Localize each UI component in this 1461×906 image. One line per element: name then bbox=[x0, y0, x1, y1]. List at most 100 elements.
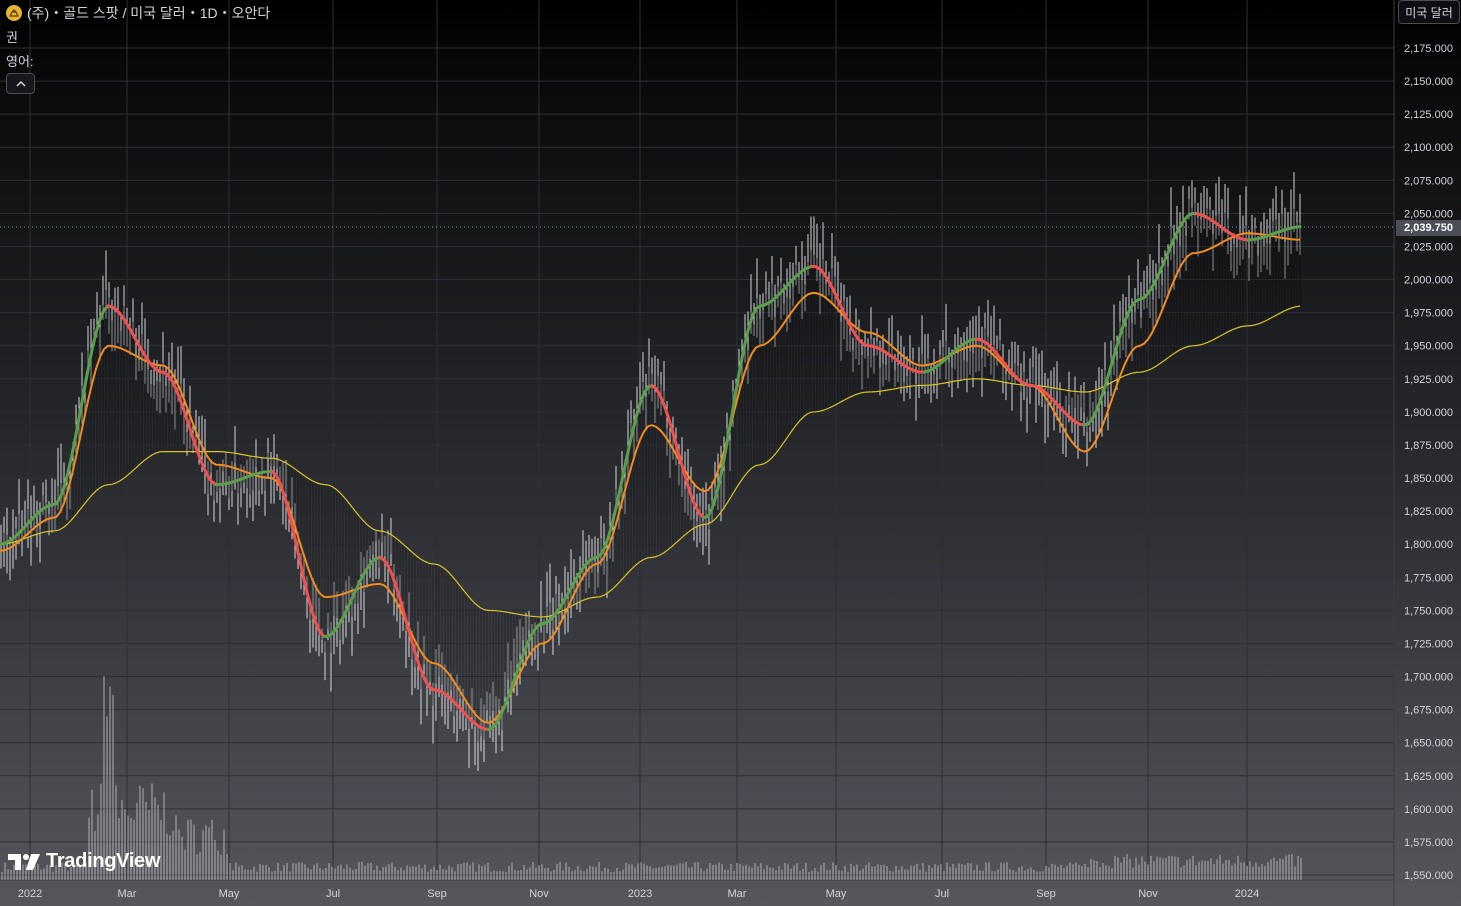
y-tick-label: 2,150.000 bbox=[1404, 76, 1453, 88]
ema-fast-segment bbox=[418, 666, 426, 680]
ema-mid-line bbox=[0, 232, 1301, 724]
logo-text: TradingView bbox=[46, 850, 161, 872]
ema-fast-segment bbox=[1162, 251, 1170, 264]
ema-fast-segment bbox=[638, 391, 646, 406]
x-tick-label: Sep bbox=[1036, 888, 1056, 900]
ema-fast-segment bbox=[346, 596, 354, 609]
ema-fast-segment bbox=[1118, 322, 1126, 338]
ema-fast-segment bbox=[606, 522, 614, 540]
ema-fast-segment bbox=[730, 389, 738, 416]
ema-fast-segment bbox=[406, 626, 414, 644]
y-tick-label: 1,825.000 bbox=[1404, 506, 1453, 518]
x-tick-label: May bbox=[219, 888, 240, 900]
volume-bars bbox=[1, 676, 1302, 880]
ema-fast-segment bbox=[742, 329, 750, 350]
symbol-title: (주)・골드 스팟 / 미국 달러・1D・오안다 bbox=[27, 5, 271, 21]
x-tick-label: Mar bbox=[118, 888, 137, 900]
ema-fast-segment bbox=[1102, 374, 1110, 392]
ema-fast-segment bbox=[410, 640, 418, 658]
ema-fast-segment bbox=[514, 661, 522, 677]
ema-fast-segment bbox=[178, 397, 186, 412]
ema-fast-segment bbox=[626, 432, 634, 454]
ema-fast-segment bbox=[182, 408, 190, 425]
x-tick-label: Jul bbox=[326, 888, 340, 900]
y-tick-label: 1,675.000 bbox=[1404, 705, 1453, 717]
x-tick-label: May bbox=[826, 888, 847, 900]
ema-fast-segment bbox=[746, 315, 754, 333]
ema-fast-segment bbox=[666, 414, 674, 432]
ema-fast-segment bbox=[98, 308, 106, 321]
y-tick-label: 1,925.000 bbox=[1404, 374, 1453, 386]
ema-fast-segment bbox=[1122, 311, 1130, 326]
ema-fast-segment bbox=[78, 389, 86, 415]
chart-header: (주)・골드 스팟 / 미국 달러・1D・오안다 bbox=[6, 3, 270, 23]
x-tick-label: Sep bbox=[427, 888, 447, 900]
ema-fast-segment bbox=[1110, 347, 1118, 365]
y-tick-label: 2,075.000 bbox=[1404, 175, 1453, 187]
ema-fast-segment bbox=[282, 493, 290, 511]
ema-fast-segment bbox=[678, 456, 686, 475]
ema-fast-segment bbox=[506, 684, 514, 700]
ema-fast-segment bbox=[634, 402, 642, 420]
y-tick-label: 2,175.000 bbox=[1404, 43, 1453, 55]
ema-fast-segment bbox=[838, 302, 846, 315]
ema-fast-segment bbox=[62, 471, 70, 490]
y-tick-label: 1,875.000 bbox=[1404, 440, 1453, 452]
ema-fast-segment bbox=[186, 421, 194, 437]
ema-fast-segment bbox=[714, 477, 722, 498]
ema-fast-segment bbox=[170, 379, 178, 391]
ema-fast-segment bbox=[738, 346, 746, 370]
ema-fast-segment bbox=[190, 433, 198, 449]
header-line-3: 영어: bbox=[6, 54, 34, 69]
ema-fast-segment bbox=[1166, 241, 1174, 255]
ema-fast-segment bbox=[722, 435, 730, 461]
ema-fast-segment bbox=[58, 486, 66, 500]
collapse-legend-button[interactable] bbox=[6, 73, 35, 94]
ema-fast-segment bbox=[342, 605, 350, 617]
ema-fast-segment bbox=[502, 696, 510, 710]
ema-fast-segment bbox=[290, 524, 298, 545]
chevron-up-icon bbox=[15, 80, 26, 87]
x-tick-label: Mar bbox=[728, 888, 747, 900]
ema-fast-segment bbox=[70, 432, 78, 457]
ema-fast-segment bbox=[842, 311, 850, 323]
ema-fast-segment bbox=[350, 588, 358, 600]
ema-fast-segment bbox=[830, 285, 838, 297]
ema-fast-segment bbox=[394, 584, 402, 601]
price-bars bbox=[0, 172, 1301, 771]
x-tick-label: 2023 bbox=[628, 888, 652, 900]
ema-fast-segment bbox=[618, 469, 626, 492]
ema-fast-segment bbox=[302, 577, 310, 598]
y-tick-label: 2,025.000 bbox=[1404, 241, 1453, 253]
ema-fast-segment bbox=[498, 706, 506, 719]
gold-coin-icon bbox=[6, 5, 22, 21]
ema-fast-segment bbox=[526, 632, 534, 644]
ema-fast-segment bbox=[314, 621, 322, 634]
tradingview-logo: TradingView bbox=[8, 850, 160, 873]
y-tick-label: 1,625.000 bbox=[1404, 771, 1453, 783]
y-tick-label: 2,100.000 bbox=[1404, 142, 1453, 154]
y-tick-label: 1,550.000 bbox=[1404, 870, 1453, 882]
ema-fast-segment bbox=[1114, 334, 1122, 351]
y-tick-label: 1,950.000 bbox=[1404, 341, 1453, 353]
ema-fast-segment bbox=[86, 348, 94, 372]
y-tick-label: 2,000.000 bbox=[1404, 275, 1453, 287]
ema-fast-segment bbox=[522, 640, 530, 654]
ema-fast-segment bbox=[834, 293, 842, 306]
ema-fast-segment bbox=[686, 484, 694, 500]
ema-fast-segment bbox=[390, 573, 398, 588]
y-tick-label: 1,800.000 bbox=[1404, 539, 1453, 551]
last-price-label: 2,039.750 bbox=[1396, 220, 1461, 236]
tradingview-logo-icon bbox=[8, 853, 40, 870]
ema-long-line bbox=[0, 305, 1301, 618]
y-tick-label: 1,975.000 bbox=[1404, 308, 1453, 320]
ema-fast-segment bbox=[194, 445, 202, 460]
ema-fast-segment bbox=[658, 393, 666, 407]
ema-fast-segment bbox=[1158, 260, 1166, 273]
ema-fast-segment bbox=[750, 307, 758, 319]
ema-fast-segment bbox=[674, 442, 682, 460]
y-tick-label: 1,700.000 bbox=[1404, 672, 1453, 684]
currency-button[interactable]: 미국 달러 bbox=[1398, 0, 1460, 24]
y-tick-label: 1,575.000 bbox=[1404, 837, 1453, 849]
